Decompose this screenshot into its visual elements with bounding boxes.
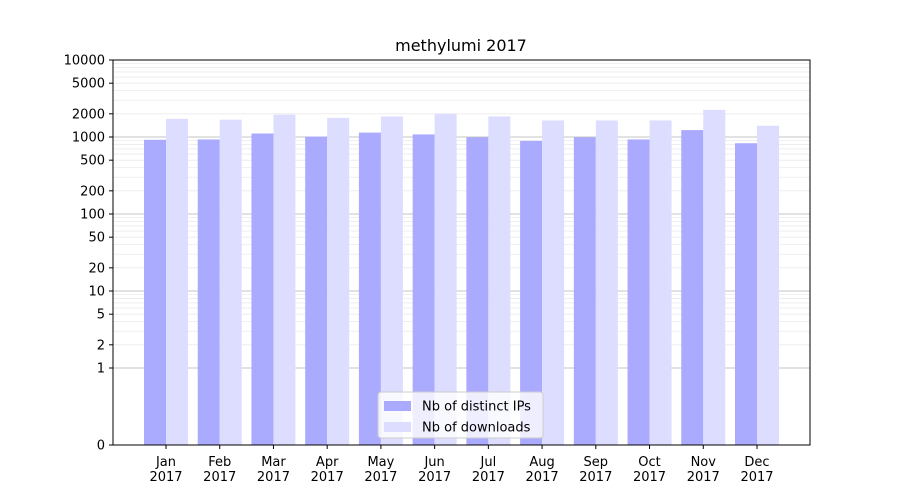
y-tick-label: 1000 (72, 131, 105, 146)
bar-downloads (219, 119, 242, 445)
x-tick-label: Aug 2017 (526, 455, 559, 485)
y-tick-label: 10000 (64, 54, 105, 69)
bar-downloads (380, 116, 403, 445)
x-tick-label: Mar 2017 (257, 455, 290, 485)
y-tick-label: 2000 (72, 107, 105, 122)
bar-distinct-ips (466, 137, 489, 445)
bar-distinct-ips (144, 139, 166, 445)
legend-label: Nb of distinct IPs (422, 400, 531, 415)
legend-swatch (384, 422, 411, 432)
bar-downloads (703, 109, 726, 445)
x-tick-label: Jan 2017 (149, 455, 182, 485)
legend-box (377, 391, 544, 439)
bar-downloads (166, 118, 188, 445)
bar-downloads (434, 113, 457, 446)
y-tick-label: 5 (97, 308, 105, 323)
y-tick-label: 500 (80, 154, 105, 169)
x-tick-label: Feb 2017 (203, 455, 236, 485)
bar-distinct-ips (573, 137, 596, 445)
y-tick-label: 0 (97, 439, 105, 454)
bar-distinct-ips (520, 140, 543, 445)
legend: Nb of distinct IPs Nb of downloads (377, 391, 544, 439)
bar-downloads (542, 120, 565, 445)
bar-downloads (273, 114, 296, 446)
bar-downloads (757, 125, 779, 445)
bar-layer (144, 109, 779, 446)
y-tick-label: 10 (88, 285, 105, 300)
x-tick-label: Jun 2017 (418, 455, 451, 485)
bar-downloads (649, 120, 672, 445)
bar-distinct-ips (681, 130, 704, 445)
x-tick-label: Dec 2017 (740, 455, 773, 485)
bar-distinct-ips (358, 132, 381, 445)
x-tick-label: Apr 2017 (311, 455, 344, 485)
x-tick-label: Sep 2017 (579, 455, 612, 485)
y-tick-label: 50 (88, 231, 105, 246)
x-tick-label: Jul 2017 (472, 455, 505, 485)
y-tick-label: 20 (88, 261, 105, 276)
legend-swatch (384, 401, 411, 411)
bar-distinct-ips (251, 133, 274, 445)
bar-downloads (595, 120, 618, 445)
axis-layer: 0 1 2 5 10 20 50 100 200 500 1000 2000 5000 10000 Jan 2… (64, 54, 774, 486)
x-tick-label: Oct 2017 (633, 455, 666, 485)
legend-label: Nb of downloads (422, 421, 531, 436)
y-tick-label: 5000 (72, 77, 105, 92)
plot-frame (112, 59, 811, 446)
bar-distinct-ips (412, 134, 435, 445)
bar-distinct-ips (627, 139, 650, 445)
x-tick-label: May 2017 (364, 455, 397, 485)
bar-distinct-ips (735, 143, 757, 445)
y-tick-label: 100 (80, 208, 105, 223)
x-tick-label: Nov 2017 (687, 455, 720, 485)
y-tick-label: 2 (97, 338, 105, 353)
bar-distinct-ips (197, 139, 220, 445)
y-tick-label: 1 (97, 362, 105, 377)
y-tick-label: 200 (80, 184, 105, 199)
bar-downloads (488, 116, 511, 445)
chart-title: methylumi 2017 (395, 36, 527, 55)
bar-distinct-ips (305, 136, 328, 446)
bar-downloads (327, 117, 350, 445)
